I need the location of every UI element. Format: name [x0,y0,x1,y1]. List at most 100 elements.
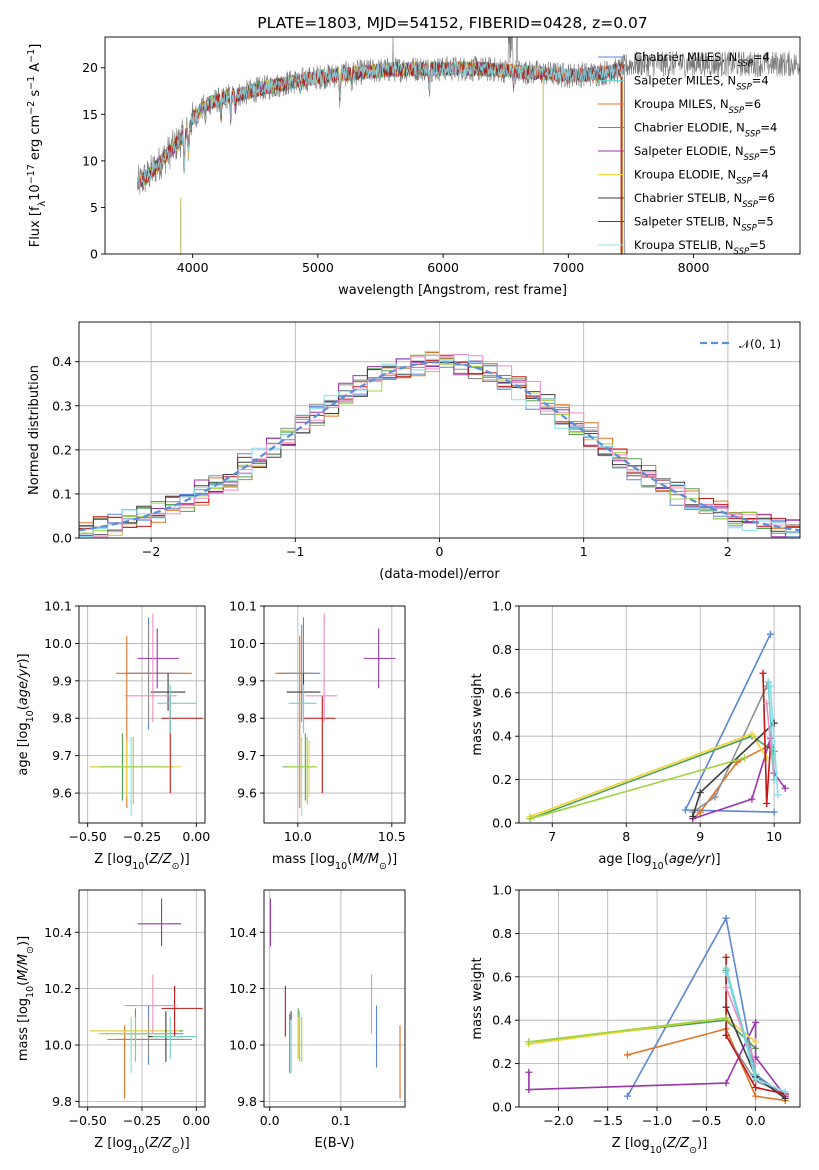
legend-label: Kroupa STELIB, NSSP=5 [634,238,766,257]
mass_vs_Z-xlabel: Z [log10(Z/Z⊙)] [94,1136,189,1156]
plot-frame [263,889,406,1108]
weight-marker [689,812,697,820]
x-tick-label: 0.00 [182,829,210,844]
weight-marker [681,806,689,814]
model-spectrum [137,60,626,254]
weight-marker [752,1038,760,1046]
y-tick-label: 9.8 [237,711,257,726]
y-tick-label: 0.2 [52,442,72,457]
x-tick-label: −2.0 [543,1113,573,1128]
y-tick-label: 10 [82,153,98,168]
y-tick-label: 10.0 [44,1038,72,1053]
weight-marker [748,730,756,738]
y-tick-label: 10.0 [229,1038,257,1053]
x-tick-label: 2 [724,544,732,559]
model-spectrum [137,61,626,254]
y-tick-label: 0.2 [492,772,512,787]
weight-marker [763,799,771,807]
x-tick-label: 10 [766,829,782,844]
weight-line [769,686,779,795]
weight-marker [764,678,772,686]
legend-label: Chabrier ELODIE, NSSP=4 [634,121,777,140]
x-tick-label: 10.5 [378,829,406,844]
mass_vs_Z-panel: −0.50 −0.25 0.00 9.8 10.0 10.2 10.4 Z [log10(Z/… [16,889,210,1156]
y-tick-label: 0.3 [52,398,72,413]
weight-marker [526,815,534,823]
weight-marker [741,754,749,762]
weight-marker [623,1051,631,1059]
plot-frame [518,889,801,1108]
y-tick-label: 10.1 [229,599,257,614]
y-tick-label: 9.7 [237,748,257,763]
y-tick-label: 1.0 [492,599,512,614]
y-tick-label: 9.6 [237,786,257,801]
y-tick-label: 0.0 [52,531,72,546]
x-tick-label: 6000 [427,260,459,275]
y-tick-label: 10.4 [44,925,72,940]
y-tick-label: 5 [90,200,98,215]
weight-marker [752,1018,760,1026]
model-spectrum [137,60,626,254]
spectrum-legend: Chabrier MILES, NSSP=4 Salpeter MILES, NS… [598,50,777,257]
legend-label: 𝒩(0, 1) [739,337,781,351]
x-tick-label: 8 [622,829,630,844]
residuals-ylabel: Normed distribution [27,365,42,495]
y-tick-label: 0.4 [492,1013,512,1028]
weight-marker [696,808,704,816]
x-tick-label: 0.0 [746,1113,766,1128]
y-tick-label: 9.6 [52,786,72,801]
x-tick-label: 0 [436,544,444,559]
weight-marker [766,630,774,638]
weight-marker [722,964,730,972]
model-spectrum [137,60,626,254]
weight_vs_Z-ylabel: mass weight [470,957,485,1039]
age_vs_Z-panel: −0.50 −0.25 0.00 9.6 9.7 9.8 9.9 10.0 10.1 Z [log… [16,599,210,872]
residual-histogram [79,354,800,538]
y-tick-label: 9.9 [52,673,72,688]
y-tick-label: 9.8 [52,1094,72,1109]
weight-marker [696,789,704,797]
weight-line [725,957,786,1095]
legend-label: Kroupa MILES, NSSP=6 [634,97,761,116]
x-tick-label: −0.5 [691,1113,721,1128]
legend-label: Chabrier STELIB, NSSP=6 [634,191,775,210]
x-tick-label: −0.25 [123,1113,161,1128]
weight-line [692,744,771,820]
weight-line [528,1017,757,1045]
y-tick-label: 20 [82,60,98,75]
y-tick-label: 10.0 [44,636,72,651]
weight-marker [722,1031,730,1039]
age_vs_mass-panel: 10.0 10.5 9.6 9.7 9.8 9.9 10.0 10.1 mass [log10(… [229,599,406,872]
x-tick-label: −1.5 [593,1113,623,1128]
legend-label: Chabrier MILES, NSSP=4 [634,50,770,69]
weight-marker [752,1070,760,1078]
y-tick-label: 0.1 [52,486,72,501]
weight_vs_Z-panel: −2.0 −1.5 −1.0 −0.5 0.0 0.0 0.2 0.4 0.6 0.8 1.0 Z [… [470,883,801,1156]
weight-marker [781,784,789,792]
x-tick-label: 9 [696,829,704,844]
residual-histogram [79,350,800,537]
mass_vs_Z-ylabel: mass [log10(M/M⊙)] [16,936,36,1061]
spectrum-ylabel: Flux [fλ10−17 erg cm−2 s−1 A−1] [26,44,48,248]
y-tick-label: 0.6 [492,969,512,984]
weight-line [529,757,745,820]
weight-marker [781,1088,789,1096]
y-tick-label: 0.2 [492,1056,512,1071]
weight_vs_age-xlabel: age [log10(age/yr)] [598,852,720,872]
y-tick-label: 0 [90,247,98,262]
x-tick-label: 0.00 [182,1113,210,1128]
weight-marker [748,795,756,803]
y-tick-label: 10.2 [44,981,72,996]
y-tick-label: 10.1 [44,599,72,614]
weight-line [725,987,757,1064]
normal-curve [79,360,800,532]
weight-marker [525,1038,533,1046]
weight-marker [759,669,767,677]
y-tick-label: 1.0 [492,883,512,898]
y-tick-label: 9.9 [237,673,257,688]
model-spectrum [137,61,626,254]
weight_vs_age-ylabel: mass weight [470,673,485,755]
weight-line [528,1017,727,1043]
weight-marker [525,1068,533,1076]
